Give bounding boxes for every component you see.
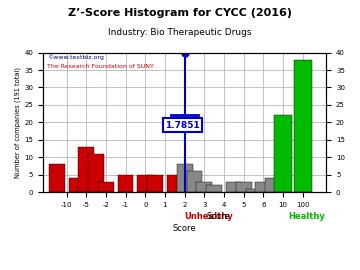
Text: The Research Foundation of SUNY: The Research Foundation of SUNY [47, 64, 154, 69]
Bar [265, 178, 281, 192]
Bar [49, 164, 65, 192]
Bar [88, 154, 104, 192]
Y-axis label: Number of companies (191 total): Number of companies (191 total) [15, 67, 22, 178]
Bar [197, 181, 212, 192]
X-axis label: Score: Score [173, 224, 197, 233]
Bar [186, 171, 202, 192]
Bar [118, 175, 134, 192]
Bar [246, 188, 261, 192]
Text: Unhealthy: Unhealthy [185, 211, 233, 221]
Bar [206, 185, 222, 192]
Text: Z’-Score Histogram for CYCC (2016): Z’-Score Histogram for CYCC (2016) [68, 8, 292, 18]
Bar [226, 181, 242, 192]
Bar [98, 181, 114, 192]
Bar [236, 181, 252, 192]
Bar [147, 175, 163, 192]
Bar [68, 178, 84, 192]
Bar [167, 175, 183, 192]
Text: 1.7851: 1.7851 [165, 121, 200, 130]
Bar [256, 181, 271, 192]
Bar [294, 60, 311, 192]
Text: Healthy: Healthy [288, 211, 325, 221]
Bar [274, 115, 292, 192]
Text: Score: Score [207, 211, 230, 221]
Text: Industry: Bio Therapeutic Drugs: Industry: Bio Therapeutic Drugs [108, 28, 252, 37]
Text: ©www.textbiz.org: ©www.textbiz.org [47, 54, 104, 60]
Bar [78, 147, 94, 192]
Bar [138, 175, 153, 192]
Bar [177, 164, 193, 192]
